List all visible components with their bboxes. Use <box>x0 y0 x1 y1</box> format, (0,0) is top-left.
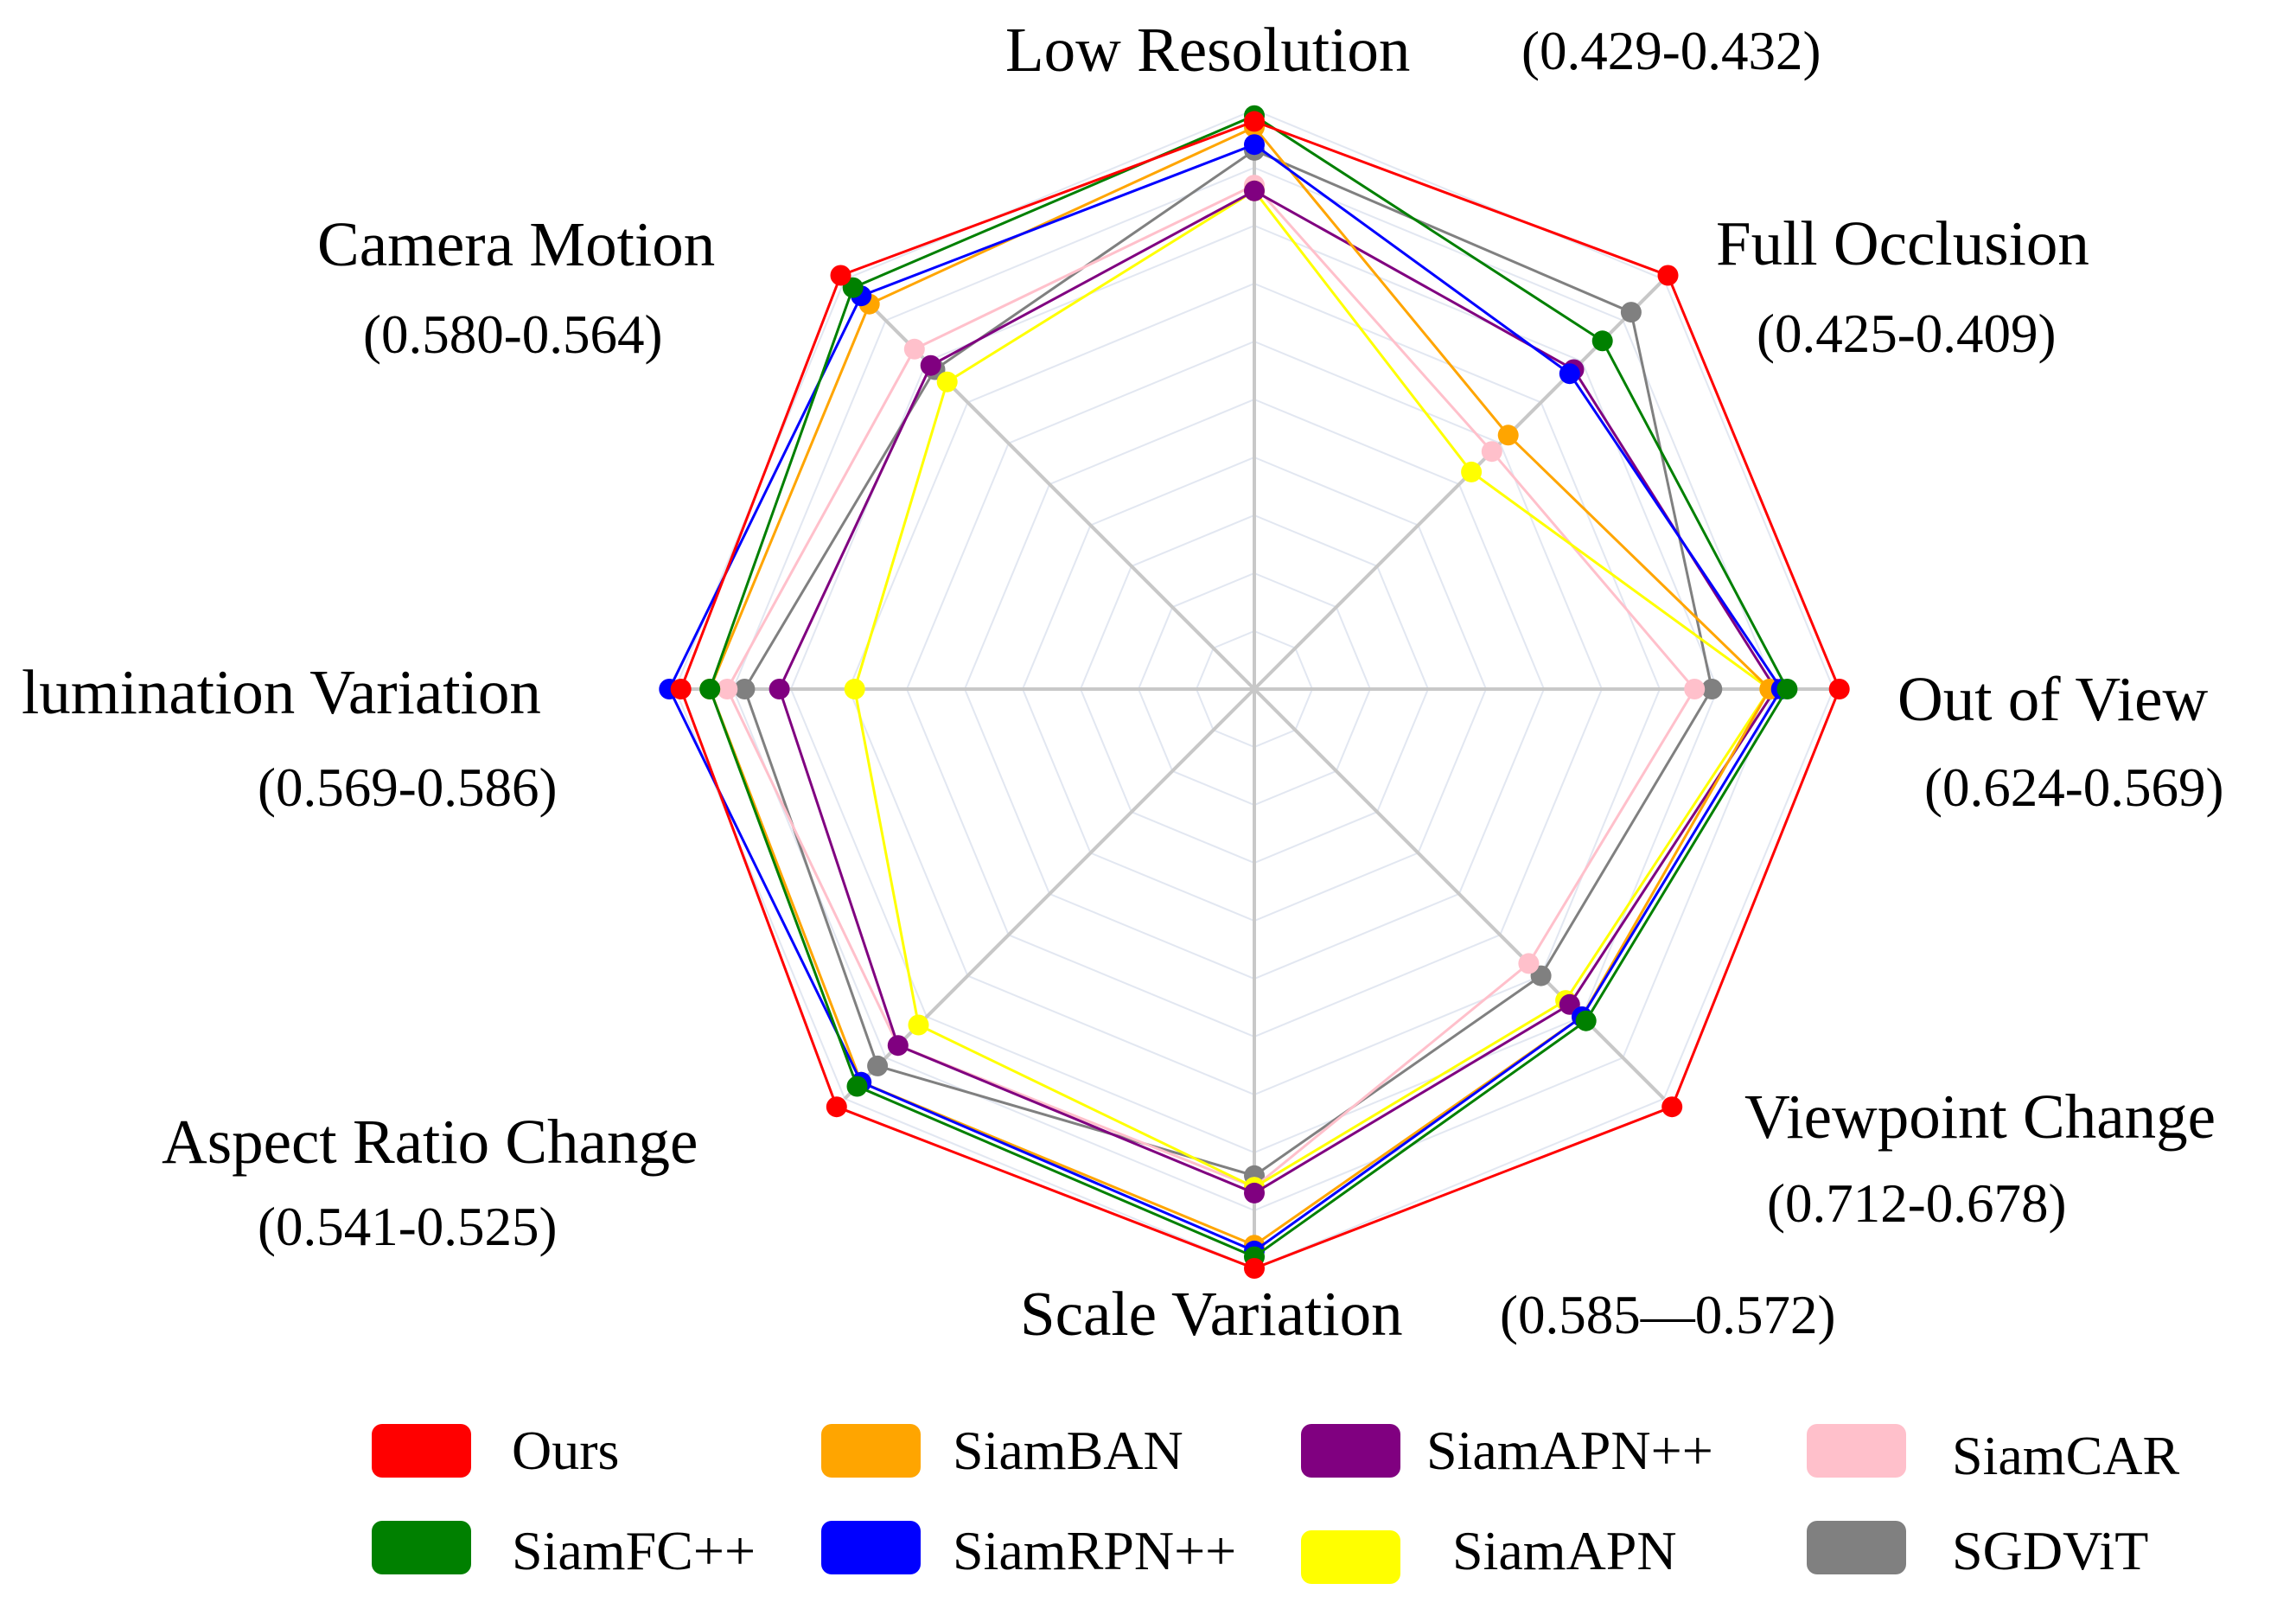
legend-swatch-siamapnpp <box>1301 1424 1400 1478</box>
spoke-7 <box>843 278 1256 691</box>
point-siamapn-1 <box>1461 461 1483 482</box>
series-ours <box>670 111 1850 1279</box>
point-ours-0 <box>1244 111 1265 132</box>
point-siamapnpp-4 <box>1244 1182 1265 1204</box>
point-ours-7 <box>830 265 851 286</box>
point-siamcar-2 <box>1684 679 1706 699</box>
point-siamapnpp-6 <box>769 679 790 699</box>
point-siamrpnpp-0 <box>1244 134 1265 156</box>
axis-range-low-resolution: (0.429-0.432) <box>1521 21 1821 81</box>
radar-spokes <box>675 110 1834 1268</box>
point-ours-2 <box>1828 679 1850 699</box>
point-siamban-1 <box>1497 425 1519 446</box>
legend-label-siamrpnpp: SiamRPN++ <box>953 1520 1236 1581</box>
point-siamfcpp-5 <box>846 1076 868 1097</box>
point-siamrpnpp-1 <box>1559 363 1580 385</box>
legend-label-ours: Ours <box>512 1420 619 1481</box>
legend-swatch-sgdvit <box>1807 1521 1906 1574</box>
legend-swatch-siamban <box>821 1424 921 1478</box>
axis-title-illumination-variation: lumination Variation <box>22 657 541 727</box>
legend-swatch-siamapn <box>1301 1530 1400 1584</box>
axis-title-full-occlusion: Full Occlusion <box>1716 208 2089 278</box>
legend-label-siamfcpp: SiamFC++ <box>512 1520 756 1581</box>
axis-range-viewpoint-change: (0.712-0.678) <box>1767 1173 2066 1234</box>
series-line-siamcar <box>725 183 1697 1189</box>
axis-title-camera-motion: Camera Motion <box>317 209 715 279</box>
point-siamapnpp-5 <box>887 1035 909 1057</box>
series-siamapnpp <box>769 180 1786 1204</box>
point-siamcar-1 <box>1481 441 1502 463</box>
series-siamfcpp <box>699 105 1798 1267</box>
axis-range-illumination-variation: (0.569-0.586) <box>258 757 557 818</box>
axis-range-out-of-view: (0.624-0.569) <box>1924 757 2223 818</box>
point-siamfcpp-2 <box>1776 679 1798 699</box>
legend-swatch-ours <box>372 1424 471 1478</box>
radar-series <box>659 105 1850 1279</box>
axis-title-aspect-ratio-change: Aspect Ratio Change <box>162 1107 698 1177</box>
axis-title-viewpoint-change: Viewpoint Change <box>1744 1082 2216 1152</box>
legend: Ours SiamBAN SiamAPN++ SiamCAR SiamFC++ … <box>372 1420 2179 1584</box>
axis-title-scale-variation: Scale Variation <box>1020 1279 1403 1349</box>
axis-labels: Low Resolution (0.429-0.432) Full Occlus… <box>22 15 2223 1349</box>
axis-title-out-of-view: Out of View <box>1897 664 2209 734</box>
point-sgdvit-5 <box>867 1055 889 1076</box>
axis-title-low-resolution: Low Resolution <box>1005 15 1410 85</box>
point-siamapn-5 <box>908 1014 929 1036</box>
legend-swatch-siamcar <box>1807 1424 1906 1478</box>
legend-label-siamban: SiamBAN <box>953 1420 1183 1481</box>
point-ours-1 <box>1657 265 1679 286</box>
point-siamapnpp-0 <box>1244 180 1265 201</box>
point-siamfcpp-1 <box>1591 330 1613 352</box>
legend-label-siamcar: SiamCAR <box>1952 1425 2179 1486</box>
axis-range-camera-motion: (0.580-0.564) <box>363 304 662 365</box>
point-siamapn-6 <box>844 679 865 699</box>
series-line-siamrpnpp <box>667 143 1783 1253</box>
point-ours-5 <box>826 1096 847 1118</box>
legend-label-sgdvit: SGDViT <box>1952 1520 2148 1581</box>
spoke-3 <box>1253 687 1666 1101</box>
axis-range-aspect-ratio-change: (0.541-0.525) <box>258 1197 557 1257</box>
point-sgdvit-1 <box>1620 302 1642 323</box>
point-siamapn-7 <box>936 371 958 393</box>
spoke-5 <box>843 687 1256 1101</box>
series-siamcar <box>717 175 1706 1198</box>
point-siamfcpp-3 <box>1575 1010 1597 1031</box>
axis-range-full-occlusion: (0.425-0.409) <box>1757 303 2056 364</box>
point-ours-6 <box>670 679 692 699</box>
point-siamapnpp-7 <box>920 354 941 376</box>
point-ours-4 <box>1244 1258 1265 1279</box>
point-sgdvit-6 <box>734 679 756 699</box>
legend-label-siamapn: SiamAPN <box>1452 1520 1677 1581</box>
point-sgdvit-2 <box>1701 679 1723 699</box>
point-siamcar-3 <box>1518 953 1540 974</box>
point-siamcar-6 <box>717 679 738 699</box>
point-siamfcpp-6 <box>699 679 721 699</box>
legend-label-siamapnpp: SiamAPN++ <box>1426 1420 1713 1481</box>
axis-range-scale-variation: (0.585—0.572) <box>1500 1285 1835 1345</box>
legend-swatch-siamfcpp <box>372 1521 471 1574</box>
point-siamcar-7 <box>903 338 925 360</box>
legend-swatch-siamrpnpp <box>821 1521 921 1574</box>
point-ours-3 <box>1661 1096 1683 1118</box>
